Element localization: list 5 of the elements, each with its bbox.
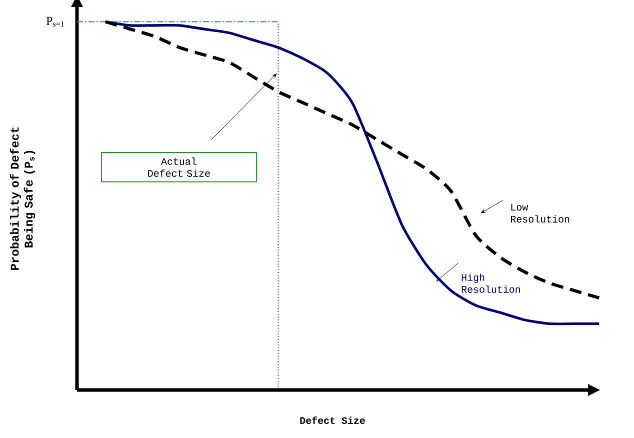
legend-label: Low Resolution (510, 204, 570, 223)
legend-label: High Resolution (462, 274, 520, 293)
annotation: Actual Defect Size (148, 158, 210, 177)
x-axis-title: Defect Size (300, 416, 365, 424)
ref-line-label: P$_{s=1}$ (46, 16, 64, 27)
